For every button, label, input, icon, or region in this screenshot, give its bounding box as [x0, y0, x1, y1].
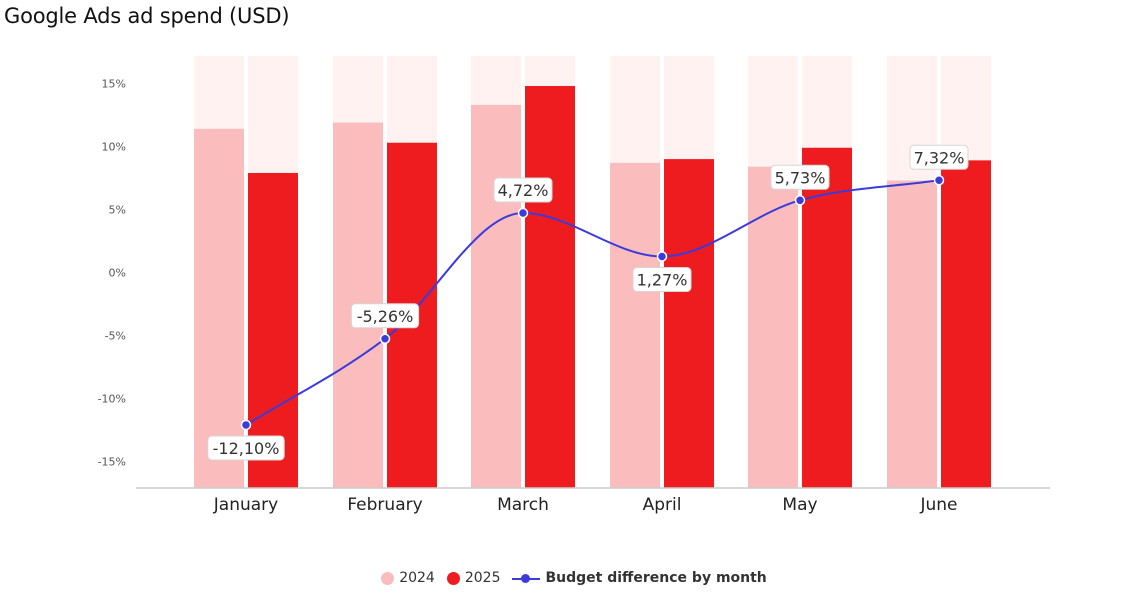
y-tick-label: 0%: [109, 267, 126, 280]
legend-swatch-line: [512, 572, 541, 585]
x-tick-label-june: June: [919, 495, 957, 515]
x-tick-label-february: February: [347, 495, 422, 515]
line-point-january[interactable]: [240, 419, 252, 431]
data-label-text: 1,27%: [637, 270, 688, 289]
legend-swatch-2024: [381, 571, 395, 585]
legend-item-budget-difference[interactable]: Budget difference by month: [512, 570, 767, 586]
x-tick-label-may: May: [782, 495, 817, 515]
data-label-box: [632, 266, 692, 292]
legend: 2024 2025 Budget difference by month: [0, 570, 1148, 586]
bar-june-2024[interactable]: [887, 180, 937, 488]
data-label-text: -5,26%: [357, 307, 414, 326]
legend-label-2024: 2024: [399, 570, 435, 586]
legend-label-2025: 2025: [464, 570, 501, 586]
line-point-june[interactable]: [933, 175, 945, 186]
bar-april-2024[interactable]: [610, 162, 660, 488]
data-label-june: 7,32%: [909, 144, 969, 170]
legend-item-2025[interactable]: 2025: [446, 570, 501, 586]
y-tick-label: -5%: [105, 330, 126, 343]
line-point-april[interactable]: [656, 251, 668, 262]
bar-april-2025[interactable]: [664, 159, 714, 488]
data-label-march: 4,72%: [493, 177, 553, 203]
y-tick-label: 15%: [102, 78, 126, 91]
line-point-march[interactable]: [517, 207, 529, 219]
y-tick-label: -10%: [98, 393, 126, 406]
data-label-may: 5,73%: [770, 164, 830, 190]
data-label-box: [909, 144, 969, 170]
data-label-box: [493, 177, 553, 203]
bar-may-2025[interactable]: [802, 147, 852, 488]
x-tick-label-january: January: [213, 495, 278, 515]
line-point-may[interactable]: [794, 195, 806, 206]
data-label-january: -12,10%: [207, 435, 285, 461]
data-label-text: 5,73%: [775, 168, 826, 187]
data-label-text: 4,72%: [498, 181, 549, 200]
legend-swatch-2025: [446, 571, 460, 585]
x-tick-label-march: March: [497, 495, 549, 515]
x-tick-label-april: April: [643, 495, 682, 515]
bar-january-2024[interactable]: [194, 128, 244, 489]
data-label-february: -5,26%: [350, 303, 420, 329]
data-label-box: [350, 303, 420, 329]
bar-march-2024[interactable]: [471, 104, 521, 489]
legend-item-2024[interactable]: 2024: [381, 570, 435, 586]
bar-june-2025[interactable]: [941, 160, 991, 489]
y-tick-label: 10%: [102, 141, 126, 154]
bar-march-2025[interactable]: [525, 86, 575, 489]
legend-label-budget-difference: Budget difference by month: [545, 570, 767, 586]
data-label-text: -12,10%: [213, 439, 280, 458]
y-tick-label: 5%: [109, 204, 126, 217]
data-label-box: [207, 435, 285, 461]
y-tick-label: -15%: [98, 456, 126, 469]
chart-title: Google Ads ad spend (USD): [4, 4, 290, 28]
data-label-text: 7,32%: [914, 148, 965, 167]
bar-may-2024[interactable]: [748, 166, 798, 488]
data-label-april: 1,27%: [632, 266, 692, 292]
data-label-box: [770, 164, 830, 190]
line-point-february[interactable]: [379, 333, 391, 345]
